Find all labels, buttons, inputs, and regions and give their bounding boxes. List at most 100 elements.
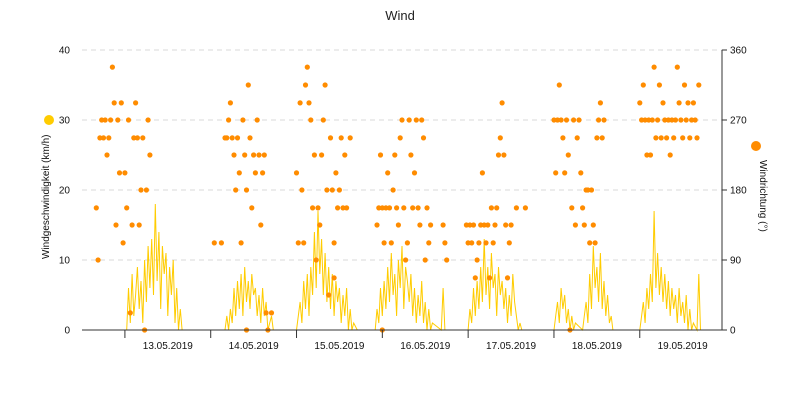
right-tick-label: 90 — [730, 256, 742, 267]
wind-direction-point — [492, 222, 498, 228]
wind-direction-point — [95, 257, 101, 263]
wind-direction-point — [113, 222, 119, 228]
wind-direction-point — [138, 187, 144, 193]
wind-direction-point — [140, 135, 146, 141]
wind-direction-point — [251, 152, 257, 158]
wind-direction-point — [671, 135, 677, 141]
wind-direction-point — [422, 257, 428, 263]
wind-direction-point — [656, 82, 663, 88]
wind-direction-point — [563, 117, 570, 123]
wind-direction-point — [381, 240, 387, 246]
left-axis-ticks: 0 10 20 30 40 — [59, 46, 71, 337]
wind-direction-point — [574, 135, 580, 141]
wind-direction-point — [687, 135, 693, 141]
wind-direction-point — [245, 82, 251, 88]
wind-direction-point — [226, 117, 232, 123]
wind-direction-point — [234, 135, 241, 141]
right-axis-ticks: 0 90 180 270 360 — [722, 46, 747, 337]
wind-direction-point — [249, 205, 255, 211]
wind-direction-point — [229, 135, 235, 141]
wind-direction-point — [386, 205, 393, 211]
wind-direction-point — [580, 205, 586, 211]
wind-direction-point — [240, 117, 246, 123]
wind-direction-point — [383, 205, 389, 211]
right-axis-title-group: Windrichtung (°) — [751, 141, 768, 232]
wind-direction-point — [649, 117, 655, 123]
wind-direction-point — [406, 117, 412, 123]
left-tick-label: 40 — [59, 46, 71, 57]
wind-direction-point — [374, 222, 380, 228]
wind-direction-point — [395, 222, 401, 228]
x-tick-label: 13.05.2019 — [143, 341, 193, 352]
wind-direction-point — [585, 187, 591, 193]
right-tick-label: 180 — [730, 186, 747, 197]
wind-direction-point — [428, 222, 434, 228]
right-axis-label: Windrichtung (°) — [757, 160, 768, 232]
wind-direction-point — [410, 205, 416, 211]
wind-direction-point — [127, 310, 133, 316]
wind-direction-point — [588, 187, 595, 193]
wind-direction-point — [554, 117, 561, 123]
wind-direction-point — [394, 205, 400, 211]
wind-direction-point — [143, 187, 149, 193]
wind-direction-point — [338, 135, 344, 141]
wind-direction-point — [469, 240, 475, 246]
wind-direction-point — [106, 135, 112, 141]
wind-direction-point — [488, 205, 494, 211]
wind-direction-point — [569, 205, 575, 211]
wind-direction-point — [426, 240, 432, 246]
wind-direction-point — [404, 240, 410, 246]
wind-direction-point — [508, 222, 514, 228]
wind-direction-point — [506, 240, 512, 246]
wind-direction-point — [562, 170, 568, 176]
wind-direction-point — [297, 100, 303, 106]
wind-direction-point — [578, 170, 584, 176]
wind-direction-point — [261, 152, 267, 158]
wind-direction-point — [129, 222, 135, 228]
left-tick-label: 20 — [59, 186, 71, 197]
wind-direction-point — [218, 240, 224, 246]
wind-direction-point — [694, 135, 700, 141]
wind-direction-point — [653, 135, 659, 141]
wind-direction-point — [474, 257, 480, 263]
wind-direction-point — [662, 117, 668, 123]
wind-direction-point — [556, 82, 562, 88]
wind-direction-point — [590, 222, 596, 228]
wind-direction-point — [304, 64, 310, 70]
wind-direction-point — [145, 117, 151, 123]
wind-direction-point — [401, 205, 407, 211]
wind-direction-point — [487, 275, 493, 281]
wind-direction-point — [499, 100, 505, 106]
wind-direction-point — [599, 135, 605, 141]
wind-direction-point — [327, 135, 334, 141]
wind-direction-point — [115, 117, 121, 123]
wind-direction-point — [576, 117, 582, 123]
wind-direction-point — [108, 117, 114, 123]
wind-direction-point — [301, 240, 307, 246]
wind-direction-point — [678, 117, 684, 123]
wind-direction-point — [147, 152, 153, 158]
wind-direction-point — [211, 240, 217, 246]
wind-direction-point — [413, 117, 419, 123]
grid-layer — [82, 49, 722, 261]
wind-direction-point — [227, 100, 233, 106]
wind-direction-point — [655, 117, 661, 123]
wind-direction-point — [494, 205, 500, 211]
wind-direction-point — [644, 152, 650, 158]
wind-direction-point — [238, 240, 244, 246]
wind-direction-point — [136, 222, 142, 228]
wind-direction-point — [596, 117, 602, 123]
wind-direction-point — [236, 170, 242, 176]
wind-direction-point — [481, 222, 487, 228]
wind-direction-point — [263, 310, 269, 316]
wind-direction-point — [444, 257, 450, 263]
wind-direction-point — [134, 135, 140, 141]
wind-direction-point — [111, 100, 117, 106]
wind-direction-point — [133, 100, 139, 106]
wind-direction-point — [490, 240, 496, 246]
wind-direction-point — [501, 152, 507, 158]
wind-direction-point — [522, 205, 529, 211]
wind-direction-point — [415, 205, 421, 211]
wind-direction-point — [424, 205, 430, 211]
wind-direction-point — [658, 135, 664, 141]
